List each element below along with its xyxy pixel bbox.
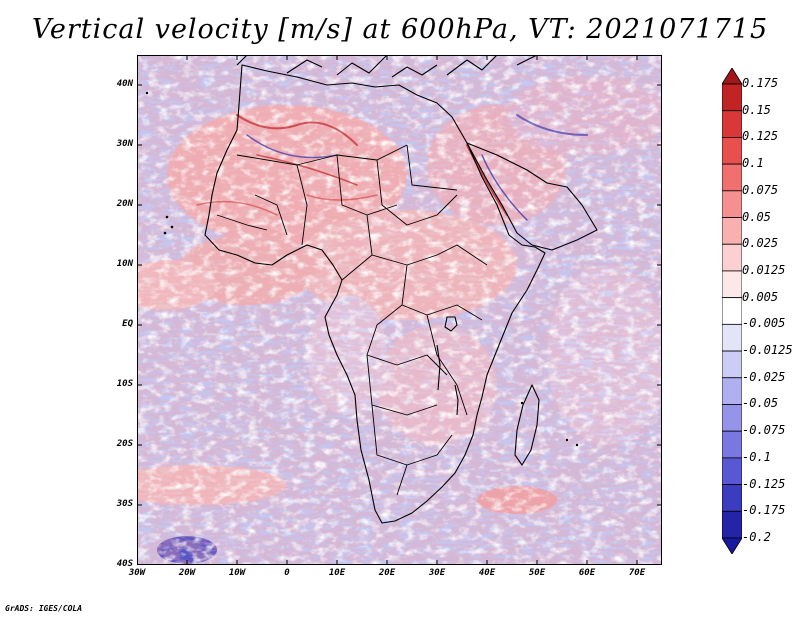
colorbar-label: 0.175 (742, 76, 779, 90)
longitude-label: 30W (128, 568, 146, 578)
country-borders (216, 144, 488, 496)
longitude-label: 20E (378, 568, 396, 578)
colorbar-bin (722, 457, 742, 485)
longitude-label: 0 (284, 568, 290, 578)
latitude-label: 40N (116, 79, 133, 89)
africa-coastline (204, 64, 546, 524)
colorbar-bin (722, 297, 742, 325)
colorbar-label: -0.125 (742, 476, 786, 491)
colorbar-bin (722, 243, 742, 272)
arabia-coastline (466, 142, 598, 251)
grads-credit: GrADS: IGES/COLA (5, 604, 83, 613)
longitude-label: 10W (228, 568, 246, 578)
colorbar-bin (722, 190, 742, 218)
colorbar-bin (722, 270, 742, 299)
lake-victoria (444, 316, 458, 332)
colorbar-label: 0.05 (742, 209, 771, 224)
longitude-label: 10E (328, 568, 346, 578)
vertical-velocity-field (137, 55, 662, 565)
longitude-label: 70E (628, 568, 646, 578)
colorbar-label: 0.125 (742, 129, 779, 144)
latitude-label: 20N (116, 199, 133, 209)
europe-coastline (236, 55, 538, 78)
colorbar-label: 0.025 (742, 236, 779, 251)
colorbar-label: -0.025 (742, 369, 786, 384)
colorbar-bin (722, 430, 742, 459)
latitude-label: 10N (116, 259, 133, 269)
colorbar-bin (722, 510, 742, 539)
colorbar-label: -0.1 (742, 449, 771, 464)
figure-title: Vertical velocity [m/s] at 600hPa, VT: 2… (31, 14, 769, 45)
colorbar-label: -0.05 (742, 396, 779, 411)
colorbar-label: -0.2 (742, 530, 771, 544)
latitude-label: 10S (116, 379, 133, 389)
colorbar-bin (722, 110, 742, 138)
field-noise-white (137, 55, 662, 565)
madagascar-coastline (514, 384, 540, 466)
colorbar-label: 0.1 (742, 156, 764, 171)
longitude-label: 20W (178, 568, 196, 578)
colorbar-bin (722, 137, 742, 165)
colorbar-label: -0.0125 (742, 343, 793, 358)
colorbar-bin (722, 83, 742, 112)
longitude-label: 40E (478, 568, 496, 578)
latitude-label: 20S (116, 439, 133, 449)
colorbar-bin (722, 350, 742, 379)
colorbar-label: 0.0125 (742, 262, 786, 277)
latitude-label: EQ (122, 319, 133, 329)
colorbar-label: 0.005 (742, 289, 779, 304)
colorbar (722, 68, 742, 554)
colorbar-top-arrow (722, 68, 742, 85)
latitude-label: 30N (116, 139, 133, 149)
latitude-label: 40S (116, 559, 133, 569)
longitude-label: 60E (578, 568, 596, 578)
colorbar-bin (722, 484, 742, 512)
longitude-label: 50E (528, 568, 546, 578)
colorbar-bin (722, 323, 742, 352)
map-plot-area (137, 55, 662, 565)
colorbar-label: -0.005 (742, 316, 786, 331)
colorbar-label: 0.15 (742, 102, 771, 117)
colorbar-label: -0.175 (742, 503, 786, 518)
latitude-label: 30S (116, 499, 133, 509)
colorbar-bin (722, 163, 742, 192)
colorbar-label: 0.075 (742, 182, 779, 197)
colorbar-bin (722, 377, 742, 405)
colorbar-bin (722, 404, 742, 432)
longitude-label: 30E (428, 568, 446, 578)
lake-tanganyika (436, 344, 441, 391)
colorbar-label: -0.075 (742, 423, 786, 438)
colorbar-bottom-arrow (722, 537, 742, 554)
lake-malawi (454, 384, 459, 416)
coastlines (204, 55, 598, 524)
islands (145, 91, 579, 447)
colorbar-bin (722, 217, 742, 245)
